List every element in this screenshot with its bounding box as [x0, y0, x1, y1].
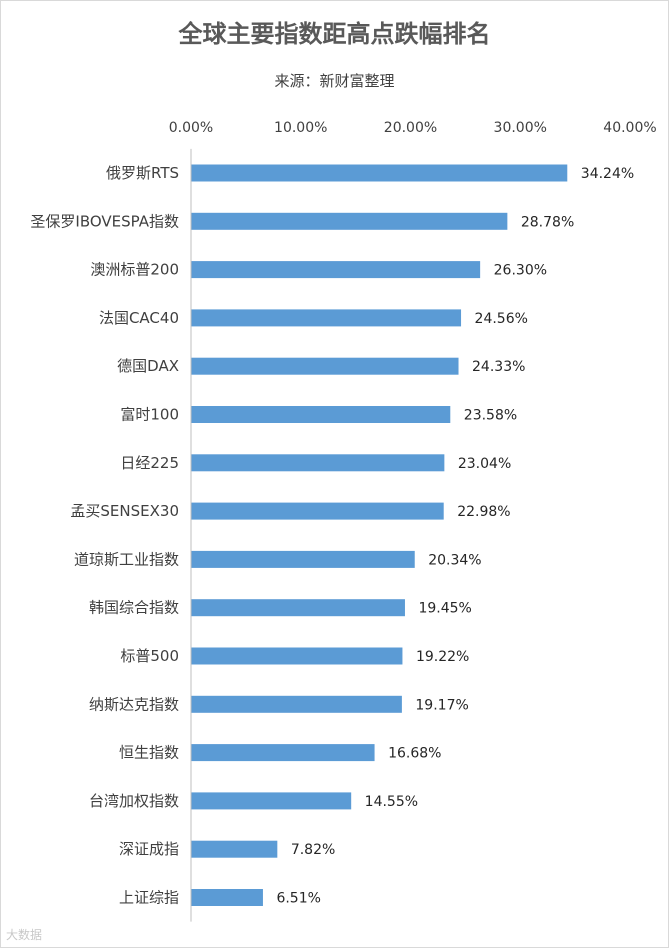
category-label: 道琼斯工业指数	[74, 550, 179, 568]
x-tick-label: 40.00%	[603, 120, 656, 136]
bar	[191, 309, 462, 327]
bar	[191, 357, 459, 375]
category-label: 孟买SENSEX30	[70, 502, 179, 520]
bar	[191, 647, 403, 665]
bar	[191, 261, 481, 279]
data-label: 24.56%	[475, 311, 528, 327]
data-label: 14.55%	[365, 794, 418, 810]
category-label: 日经225	[120, 454, 179, 472]
category-label: 标普500	[120, 647, 179, 665]
category-label: 韩国综合指数	[89, 599, 179, 617]
category-label: 富时100	[120, 406, 179, 424]
category-label: 德国DAX	[117, 357, 179, 375]
data-label: 28.78%	[521, 214, 574, 230]
bar	[191, 840, 278, 858]
chart-subtitle: 来源：新财富整理	[274, 72, 395, 90]
data-label: 23.58%	[464, 408, 517, 424]
data-label: 19.17%	[415, 697, 468, 713]
data-label: 19.45%	[418, 601, 471, 617]
bar	[191, 454, 445, 472]
data-label: 20.34%	[428, 552, 481, 568]
category-label: 上证综指	[119, 889, 179, 907]
category-label: 圣保罗IBOVESPA指数	[30, 212, 179, 230]
x-tick-label: 0.00%	[169, 120, 213, 136]
category-label: 澳洲标普200	[90, 261, 179, 279]
x-tick-label: 10.00%	[274, 120, 327, 136]
bar	[191, 889, 263, 906]
data-label: 22.98%	[457, 504, 510, 520]
bar	[191, 502, 444, 520]
bar	[191, 695, 402, 713]
data-label: 16.68%	[388, 746, 441, 762]
bar	[191, 744, 375, 762]
bar	[191, 406, 451, 423]
data-label: 34.24%	[581, 166, 634, 182]
category-label: 台湾加权指数	[89, 792, 179, 810]
bar	[191, 792, 352, 810]
category-label: 恒生指数	[119, 744, 179, 762]
bar	[191, 599, 405, 617]
data-label: 6.51%	[276, 891, 320, 907]
data-label: 23.04%	[458, 456, 511, 472]
category-label: 深证成指	[119, 840, 179, 858]
category-label: 法国CAC40	[99, 309, 179, 327]
data-label: 24.33%	[472, 359, 525, 375]
data-label: 26.30%	[494, 263, 547, 279]
x-tick-label: 20.00%	[384, 120, 437, 136]
bar	[191, 164, 568, 182]
category-label: 纳斯达克指数	[89, 695, 179, 713]
bar	[191, 550, 415, 568]
x-tick-label: 30.00%	[494, 120, 547, 136]
data-label: 7.82%	[291, 842, 335, 858]
category-label: 俄罗斯RTS	[106, 164, 179, 182]
data-label: 19.22%	[416, 649, 469, 665]
watermark: 大数据	[6, 928, 43, 942]
chart-title: 全球主要指数距高点跌幅排名	[178, 20, 491, 48]
bar	[191, 212, 508, 230]
